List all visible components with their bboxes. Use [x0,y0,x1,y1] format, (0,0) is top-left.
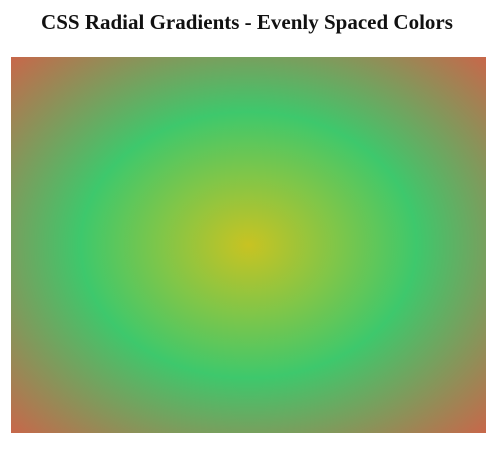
radial-gradient-box [11,57,486,433]
page-title: CSS Radial Gradients - Evenly Spaced Col… [41,10,453,34]
